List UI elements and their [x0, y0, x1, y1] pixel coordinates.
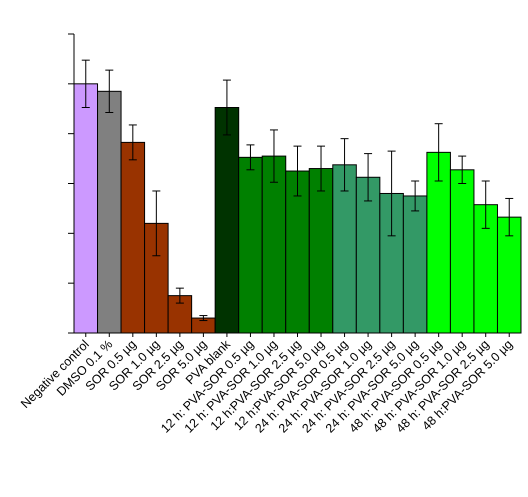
error-bar-3: [128, 124, 137, 161]
error-bar-14: [387, 150, 396, 237]
bar-7: [214, 107, 240, 334]
error-bar-1: [81, 59, 90, 109]
bar-11: [308, 168, 334, 334]
error-bar-12: [340, 138, 349, 192]
error-bar-10: [293, 145, 302, 197]
error-bar-13: [364, 153, 373, 202]
error-bar-15: [411, 180, 420, 212]
error-bar-17: [458, 155, 467, 184]
error-bars-layer: [81, 59, 514, 322]
bars-layer: [73, 83, 522, 334]
bar-17: [449, 169, 475, 334]
error-bar-16: [434, 123, 443, 182]
bar-15: [402, 195, 428, 334]
error-bar-18: [481, 180, 490, 229]
bar-2: [97, 90, 122, 334]
error-bar-19: [505, 197, 514, 237]
error-bar-7: [222, 79, 231, 136]
error-bar-2: [105, 69, 114, 113]
error-bar-5: [175, 287, 184, 304]
bar-3: [120, 141, 146, 334]
error-bar-8: [246, 144, 255, 171]
error-bar-9: [269, 129, 278, 183]
error-bar-11: [317, 145, 326, 192]
error-bar-4: [152, 190, 161, 257]
axes-layer: [68, 33, 521, 337]
bar-1: [73, 83, 99, 334]
bar-8: [238, 156, 263, 334]
error-bar-6: [199, 315, 208, 322]
